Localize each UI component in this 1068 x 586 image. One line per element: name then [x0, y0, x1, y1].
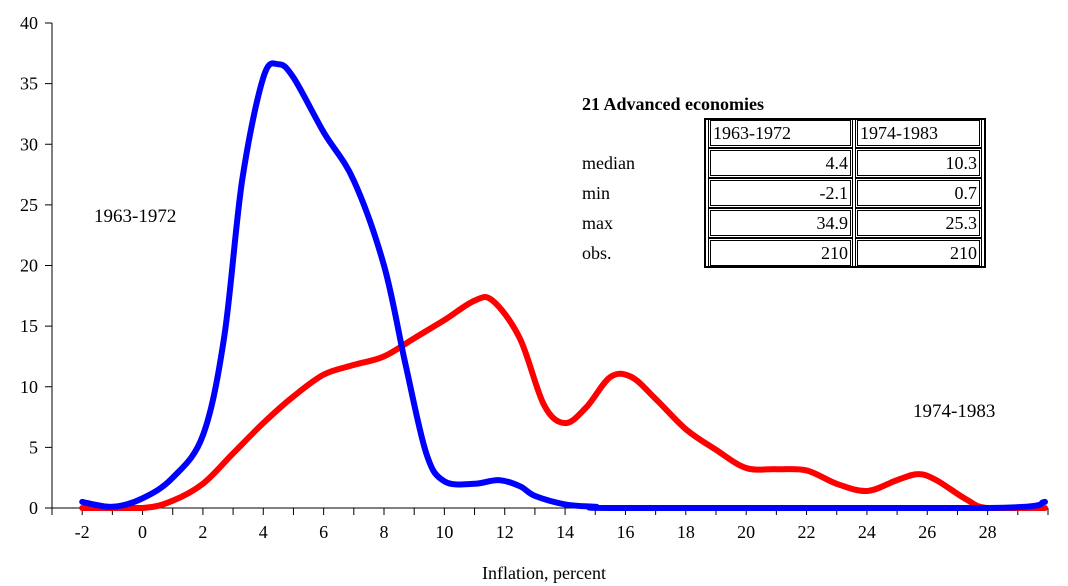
x-tick-label: 2 — [198, 522, 207, 542]
chart-axes — [45, 22, 1049, 515]
series-line-1974-1983 — [79, 294, 1048, 511]
y-tick-label: 10 — [20, 377, 38, 397]
summary-table-title: 21 Advanced economies — [582, 94, 764, 114]
max-1963-1972: 34.9 — [708, 208, 853, 238]
x-tick-label: 4 — [259, 522, 268, 542]
x-tick-label: 18 — [677, 522, 695, 542]
x-tick-label: 26 — [918, 522, 936, 542]
x-tick-label: 14 — [556, 522, 574, 542]
series-label-1974-1983: 1974-1983 — [913, 401, 995, 422]
x-tick-label: 8 — [380, 522, 389, 542]
x-tick-label: 0 — [138, 522, 147, 542]
y-tick-label: 30 — [20, 134, 38, 154]
column-header-1963-1972: 1963-1972 — [708, 118, 853, 148]
row-label-max: max — [582, 213, 613, 233]
y-tick-label: 5 — [29, 437, 38, 457]
x-tick-label: 12 — [496, 522, 514, 542]
x-axis-title: Inflation, percent — [482, 563, 606, 583]
x-tick-label: 24 — [858, 522, 876, 542]
y-tick-label: 15 — [20, 316, 38, 336]
x-tick-label: 10 — [435, 522, 453, 542]
column-header-1974-1983: 1974-1983 — [855, 118, 982, 148]
summary-row-obs: obs. 210 210 — [582, 238, 982, 268]
y-tick-label: 0 — [29, 498, 38, 518]
min-1963-1972: -2.1 — [708, 178, 853, 208]
x-tick-label: -2 — [75, 522, 90, 542]
series-lines — [79, 60, 1048, 512]
row-label-median: median — [582, 153, 635, 173]
x-tick-label: 6 — [319, 522, 328, 542]
median-1963-1972: 4.4 — [708, 148, 853, 178]
x-tick-label: 28 — [979, 522, 997, 542]
x-tick-label: 16 — [616, 522, 634, 542]
obs-1963-1972: 210 — [708, 238, 853, 268]
x-tick-label: 20 — [737, 522, 755, 542]
max-1974-1983: 25.3 — [855, 208, 982, 238]
summary-row-min: min -2.1 0.7 — [582, 178, 982, 208]
summary-table: 21 Advanced economies 1963-1972 1974-198… — [582, 92, 986, 268]
obs-1974-1983: 210 — [855, 238, 982, 268]
y-tick-label: 35 — [20, 74, 38, 94]
summary-row-max: max 34.9 25.3 — [582, 208, 982, 238]
series-label-1963-1972: 1963-1972 — [94, 206, 176, 227]
x-tick-label: 22 — [798, 522, 816, 542]
summary-row-median: median 4.4 10.3 — [582, 148, 982, 178]
row-label-obs: obs. — [582, 243, 612, 263]
y-tick-label: 20 — [20, 256, 38, 276]
series-line-1963-1972 — [79, 60, 1048, 512]
row-label-min: min — [582, 183, 611, 203]
median-1974-1983: 10.3 — [855, 148, 982, 178]
summary-header-row: 1963-1972 1974-1983 — [582, 118, 982, 148]
y-tick-label: 25 — [20, 195, 38, 215]
min-1974-1983: 0.7 — [855, 178, 982, 208]
y-tick-label: 40 — [20, 13, 38, 33]
